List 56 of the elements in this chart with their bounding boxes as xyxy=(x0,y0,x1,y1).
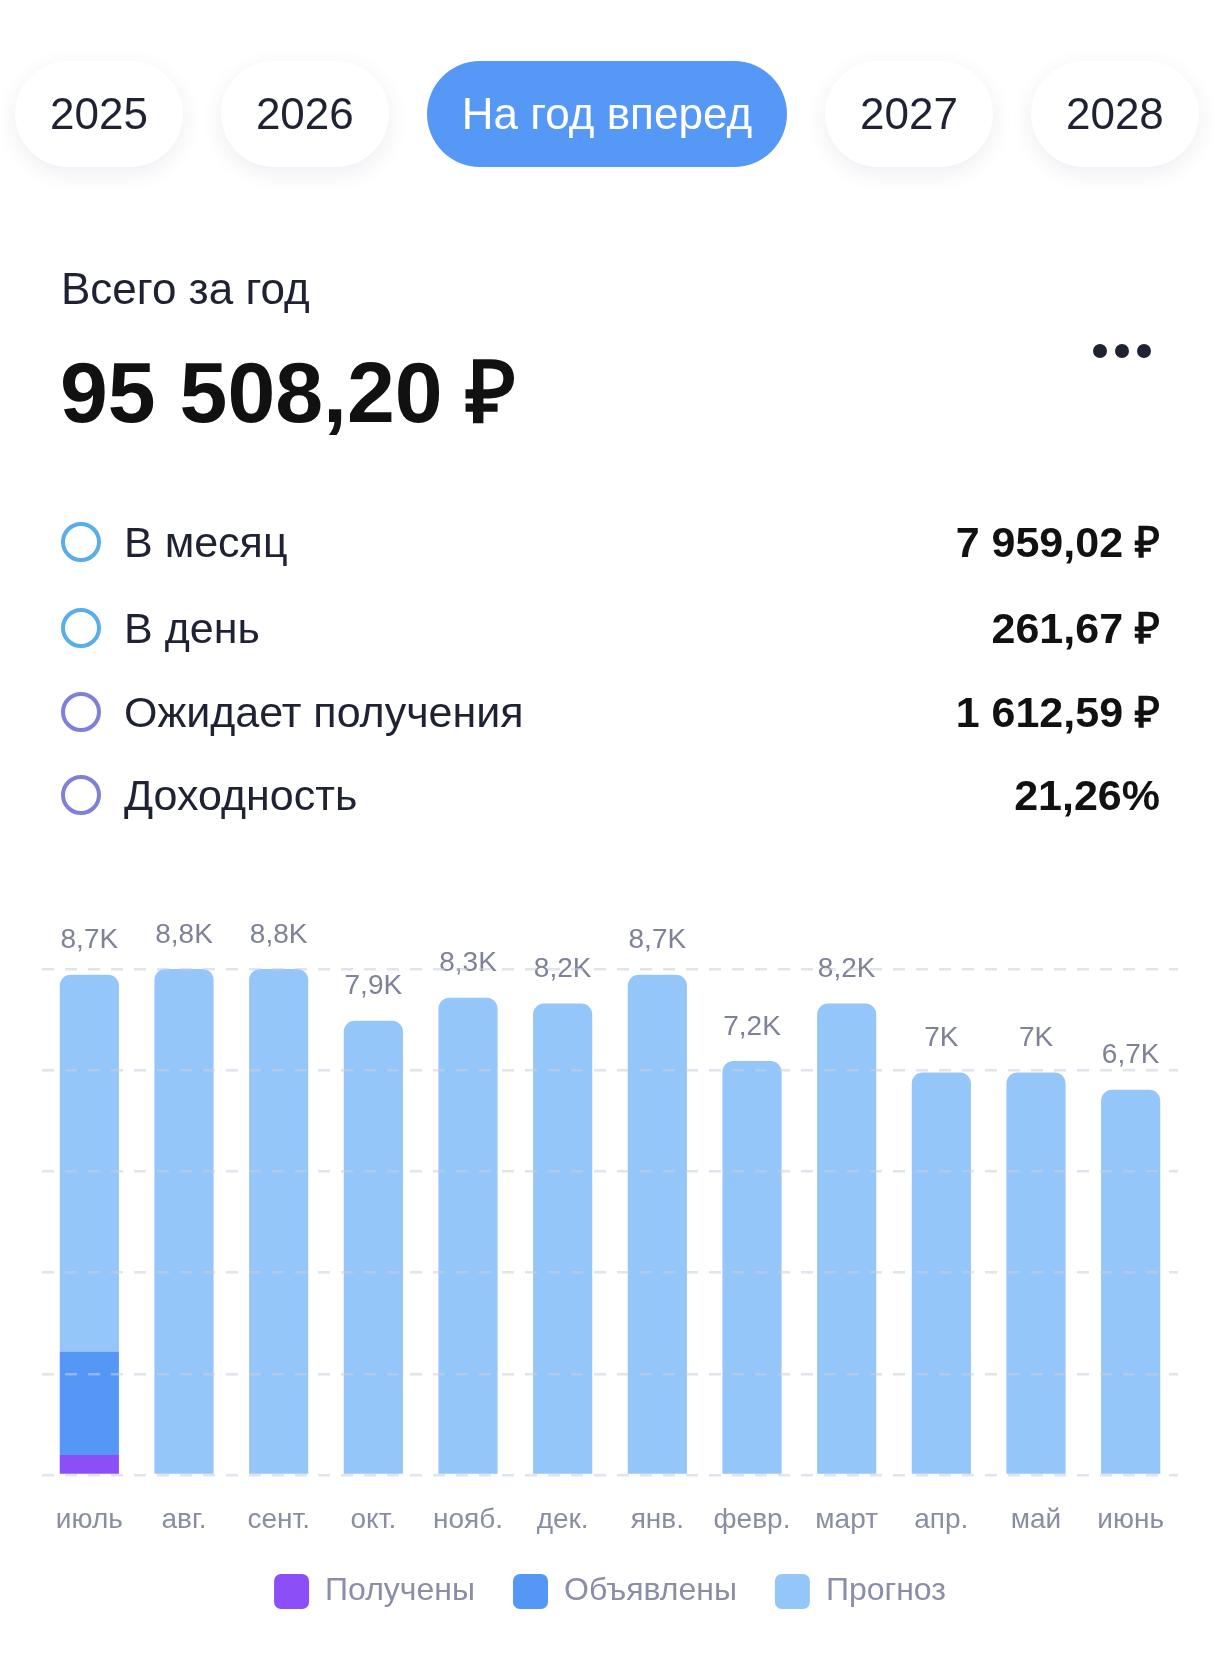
bar xyxy=(343,1020,403,1474)
legend-label: Получены xyxy=(325,1571,475,1608)
chart-title: Всего за год xyxy=(61,264,310,313)
x-tick-label: март xyxy=(815,1502,879,1534)
x-tick-label: окт. xyxy=(350,1502,397,1534)
data-label: 8,2K xyxy=(533,952,592,984)
x-tick-label: февр. xyxy=(713,1502,791,1534)
bar xyxy=(154,969,214,1474)
bar xyxy=(627,974,687,1474)
bar xyxy=(1006,1072,1066,1474)
x-tick-label: дек. xyxy=(536,1502,589,1534)
text: В месяц xyxy=(124,518,288,566)
text: Доходность xyxy=(124,771,358,819)
x-tick-label: май xyxy=(1010,1502,1062,1534)
text: 21,26% xyxy=(1014,771,1160,819)
x-tick-label: авг. xyxy=(161,1502,207,1534)
data-label: 8,8K xyxy=(155,917,214,949)
bar xyxy=(438,997,498,1474)
legend-label: Прогноз xyxy=(825,1571,946,1608)
x-tick-label: июль xyxy=(55,1502,123,1534)
bar xyxy=(533,1003,593,1474)
data-label: 7,9K xyxy=(344,969,403,1001)
x-tick-label: апр. xyxy=(914,1502,969,1534)
bar xyxy=(911,1072,971,1474)
data-label: 7K xyxy=(924,1021,959,1053)
bar xyxy=(59,974,119,1352)
data-label: 8,3K xyxy=(439,946,498,978)
bar xyxy=(722,1061,782,1474)
x-tick-label: янв. xyxy=(630,1502,684,1534)
data-label: 8,2K xyxy=(817,952,876,984)
text: В день xyxy=(124,604,260,652)
text: 2025 xyxy=(50,89,148,139)
data-label: 8,7K xyxy=(628,923,687,955)
text: Ожидает получения xyxy=(124,688,524,736)
total-label: 8,7K xyxy=(60,923,119,955)
legend-label: Объявлены xyxy=(563,1571,737,1608)
text: 261,67 ₽ xyxy=(991,604,1160,652)
text: 7 959,02 ₽ xyxy=(955,518,1160,566)
data-label: 7K xyxy=(1018,1021,1054,1053)
bar xyxy=(59,1351,119,1455)
bar xyxy=(249,969,309,1474)
text: 2027 xyxy=(860,89,958,139)
text: 2026 xyxy=(255,89,354,139)
chart-subtitle: 95 508,20 ₽ xyxy=(60,344,517,440)
data-label: 6,7K xyxy=(1101,1038,1160,1070)
x-tick-label: нояб. xyxy=(432,1502,504,1534)
text: На год вперед xyxy=(461,89,753,139)
text: 1 612,59 ₽ xyxy=(955,688,1160,736)
data-label: 7,2K xyxy=(723,1009,782,1041)
bar xyxy=(1101,1089,1161,1474)
data-label: 8,8K xyxy=(249,917,308,949)
bar xyxy=(817,1003,877,1474)
bar xyxy=(59,1454,119,1474)
x-tick-label: июнь xyxy=(1097,1502,1165,1534)
x-tick-label: сент. xyxy=(247,1502,310,1534)
text: 2028 xyxy=(1065,89,1164,139)
